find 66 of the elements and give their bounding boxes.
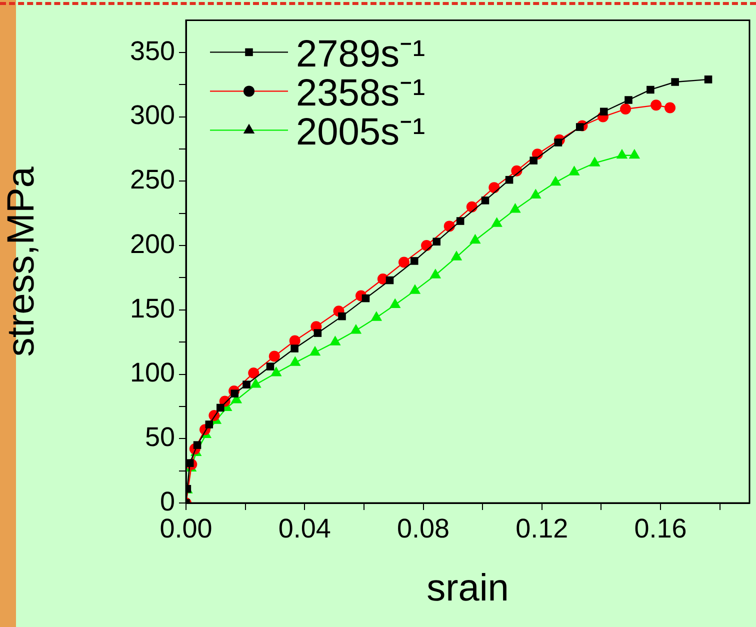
point [389,298,401,308]
x-axis-title: srain [426,568,509,610]
point [646,86,654,94]
point [430,268,442,278]
point [488,182,500,194]
point [398,256,410,268]
point [309,346,321,356]
y-tick-label: 200 [130,228,175,259]
point [216,404,224,412]
point [620,104,632,115]
point [505,176,514,184]
point [450,250,462,260]
point [600,108,608,116]
point [230,390,239,398]
point [314,329,322,337]
x-tick-label: 0.16 [634,514,687,544]
x-tick-label: 0.00 [160,514,212,544]
point [576,123,584,131]
x-tick-label: 0.08 [396,514,450,544]
point [554,138,562,146]
y-tick-label: 350 [130,36,175,66]
point [248,367,260,378]
point [409,284,421,294]
point [530,156,538,164]
y-tick-label: 250 [130,164,175,195]
y-axis-title: stress,MPa [0,166,42,357]
point [624,96,632,104]
point [330,336,341,346]
point [470,234,481,244]
point [510,202,521,213]
point [616,148,628,159]
point [362,294,370,302]
x-tick-label: 0.04 [278,514,331,544]
point [193,441,202,449]
point [350,324,362,334]
point [290,344,298,352]
point [550,176,562,186]
point [628,148,640,159]
x-tick-label: 0.12 [516,514,568,544]
point [589,156,600,166]
point [338,312,346,320]
point [205,420,214,428]
point [386,276,394,284]
point [242,380,250,388]
point [268,350,280,362]
y-tick-label: 50 [144,422,175,452]
point [370,311,382,321]
point [432,238,440,246]
point [491,217,502,227]
point [250,378,262,388]
point [650,100,662,111]
point [410,257,418,265]
point [266,362,274,370]
point [704,76,712,84]
point [530,188,542,199]
point [671,78,679,86]
point [456,217,464,225]
y-tick-label: 150 [130,293,175,324]
y-tick-label: 0 [160,486,175,516]
point [270,366,282,376]
point [481,196,490,204]
point [568,166,580,176]
y-tick-label: 100 [130,358,175,388]
point [290,356,301,366]
y-tick-label: 300 [130,100,175,130]
point [664,102,676,114]
